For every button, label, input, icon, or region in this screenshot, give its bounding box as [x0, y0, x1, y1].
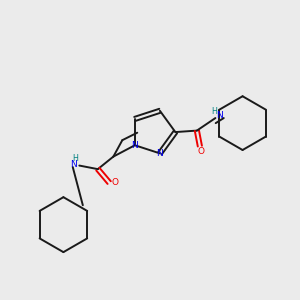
Text: N: N: [216, 111, 223, 120]
Text: H: H: [73, 154, 78, 164]
Text: N: N: [157, 149, 163, 158]
Text: H: H: [211, 107, 217, 116]
Text: N: N: [70, 160, 77, 169]
Text: O: O: [111, 178, 118, 187]
Text: N: N: [131, 141, 138, 150]
Text: O: O: [198, 147, 205, 156]
